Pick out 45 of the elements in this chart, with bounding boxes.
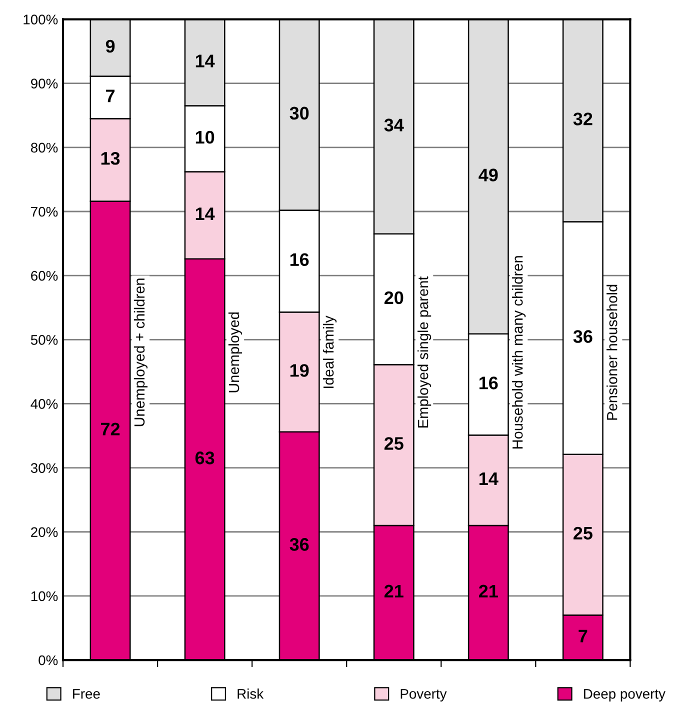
y-tick-label: 100% (24, 14, 58, 24)
data-label: 36 (573, 330, 592, 343)
data-label: 25 (384, 437, 404, 450)
y-tick-label: 30% (30, 463, 58, 473)
data-label: 9 (106, 40, 115, 53)
data-label: 10 (196, 130, 214, 144)
y-tick-label: 60% (31, 270, 58, 281)
y-tick-label: 10% (31, 591, 58, 602)
data-label: 20 (384, 291, 404, 304)
y-tick-label: 20% (31, 527, 58, 538)
legend-label: Risk (238, 688, 264, 699)
data-label: 30 (290, 106, 309, 120)
y-tick-label: 80% (30, 142, 58, 153)
data-label: 36 (290, 538, 309, 551)
data-label: 13 (101, 152, 120, 165)
data-label: 63 (195, 452, 214, 464)
data-label: 14 (480, 472, 498, 485)
legend-label: Poverty (400, 689, 447, 702)
data-label: 14 (196, 54, 215, 68)
legend-label: Free (73, 689, 100, 699)
data-label: 19 (290, 364, 309, 377)
x-tick-label: Unemployed + children (134, 278, 148, 426)
data-label: 72 (101, 422, 120, 436)
y-tick-label: 50% (30, 334, 58, 345)
data-label: 25 (574, 526, 592, 540)
data-label: 14 (196, 208, 215, 220)
data-label: 49 (478, 168, 498, 182)
data-label: 34 (384, 118, 404, 132)
x-tick-label: Unemployed (228, 312, 242, 392)
y-tick-label: 40% (30, 399, 58, 409)
data-label: 21 (384, 584, 404, 598)
x-tick-label: Household with many children (512, 256, 526, 449)
data-label: 16 (480, 376, 498, 390)
data-label: 7 (578, 630, 588, 642)
x-tick-label: Employed single parent (418, 276, 432, 428)
y-tick-label: 0% (38, 655, 58, 666)
data-label: 7 (106, 90, 115, 102)
data-label: 21 (478, 584, 498, 598)
x-tick-label: Pensioner household (606, 284, 618, 420)
y-tick-label: 70% (31, 206, 58, 217)
x-tick-label: Ideal family (322, 316, 337, 388)
data-label: 16 (290, 253, 309, 266)
legend-label: Deep poverty (584, 689, 666, 702)
y-tick-label: 90% (31, 78, 58, 89)
data-label: 32 (573, 112, 592, 126)
